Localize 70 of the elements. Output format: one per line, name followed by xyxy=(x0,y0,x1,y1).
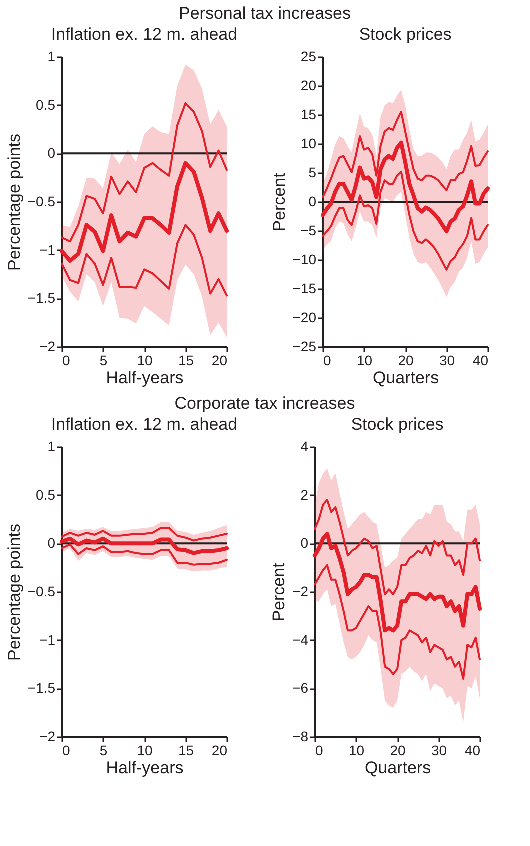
chart-title: Stock prices xyxy=(351,415,444,434)
chart-title: Inflation ex. 12 m. ahead xyxy=(51,415,238,434)
y-tick-label: −1 xyxy=(40,632,56,648)
y-tick-label: −10 xyxy=(292,252,317,268)
x-tick-label: 40 xyxy=(464,742,481,758)
y-axis-title: Percentage points xyxy=(4,524,24,662)
y-tick-label: 0 xyxy=(48,535,56,552)
y-tick-label: 1 xyxy=(48,48,56,64)
y-tick-label: −5 xyxy=(300,222,317,238)
line-series xyxy=(314,499,481,596)
y-tick-label: −1.5 xyxy=(28,290,56,306)
x-tick-label: 20 xyxy=(398,352,414,368)
x-tick-label: 10 xyxy=(137,742,153,758)
y-tick-label: −2 xyxy=(40,728,56,744)
line-series xyxy=(61,224,228,297)
x-tick-label: 5 xyxy=(100,352,108,368)
y-tick-label: 4 xyxy=(300,438,309,454)
x-tick-label: 20 xyxy=(212,742,228,758)
x-tick-label: 40 xyxy=(472,352,489,368)
x-axis-title: Quarters xyxy=(372,368,440,388)
y-tick-label: −25 xyxy=(292,338,317,354)
y-tick-label: −8 xyxy=(292,728,309,744)
y-tick-label: 25 xyxy=(300,48,317,64)
y-tick-label: 0 xyxy=(308,194,317,210)
y-tick-label: 20 xyxy=(300,78,317,94)
y-tick-label: 0.5 xyxy=(36,96,56,113)
line-series xyxy=(61,102,228,243)
y-axis-title: Percentage points xyxy=(4,134,24,272)
y-tick-label: 2 xyxy=(300,486,309,503)
x-axis-title: Half-years xyxy=(106,368,184,388)
y-tick-label: −6 xyxy=(292,680,309,696)
x-tick-label: 30 xyxy=(431,742,448,758)
y-tick-label: 1 xyxy=(48,438,56,454)
x-tick-label: 30 xyxy=(439,352,456,368)
x-tick-label: 10 xyxy=(356,352,373,368)
x-axis-title: Quarters xyxy=(364,758,432,778)
y-tick-label: −0.5 xyxy=(28,584,56,600)
x-axis-title: Half-years xyxy=(106,758,184,778)
y-tick-label: 10 xyxy=(300,136,317,152)
y-tick-label: 0.5 xyxy=(36,486,56,503)
chart-title: Inflation ex. 12 m. ahead xyxy=(51,25,238,44)
x-tick-label: 15 xyxy=(178,742,194,758)
y-tick-label: −2 xyxy=(292,584,309,600)
x-tick-label: 10 xyxy=(137,352,153,368)
y-axis-title: Percent xyxy=(270,562,289,622)
x-tick-label: 5 xyxy=(100,742,108,758)
y-tick-label: −20 xyxy=(292,310,317,326)
chart-title: Stock prices xyxy=(359,25,452,44)
x-tick-label: 20 xyxy=(212,352,228,368)
y-tick-label: −1.5 xyxy=(28,680,56,696)
y-axis-title: Percent xyxy=(270,172,289,232)
x-tick-label: 20 xyxy=(390,742,406,758)
line-series xyxy=(61,544,228,566)
y-tick-label: −15 xyxy=(292,280,317,296)
y-tick-label: −2 xyxy=(40,338,56,354)
y-tick-label: 0 xyxy=(48,145,56,162)
text: Personal tax increases xyxy=(178,3,352,24)
y-tick-label: 15 xyxy=(300,106,317,122)
line-series xyxy=(60,161,229,263)
x-tick-label: 0 xyxy=(324,352,332,368)
y-tick-label: −0.5 xyxy=(28,194,56,210)
y-tick-label: −1 xyxy=(40,242,56,258)
x-tick-label: 0 xyxy=(62,352,70,368)
y-tick-label: 5 xyxy=(308,164,317,180)
x-tick-label: 10 xyxy=(348,742,365,758)
x-tick-label: 0 xyxy=(62,742,70,758)
text: Corporate tax increases xyxy=(174,393,356,414)
x-tick-label: 15 xyxy=(178,352,194,368)
y-tick-label: 0 xyxy=(300,535,309,552)
y-tick-label: −4 xyxy=(292,632,309,648)
